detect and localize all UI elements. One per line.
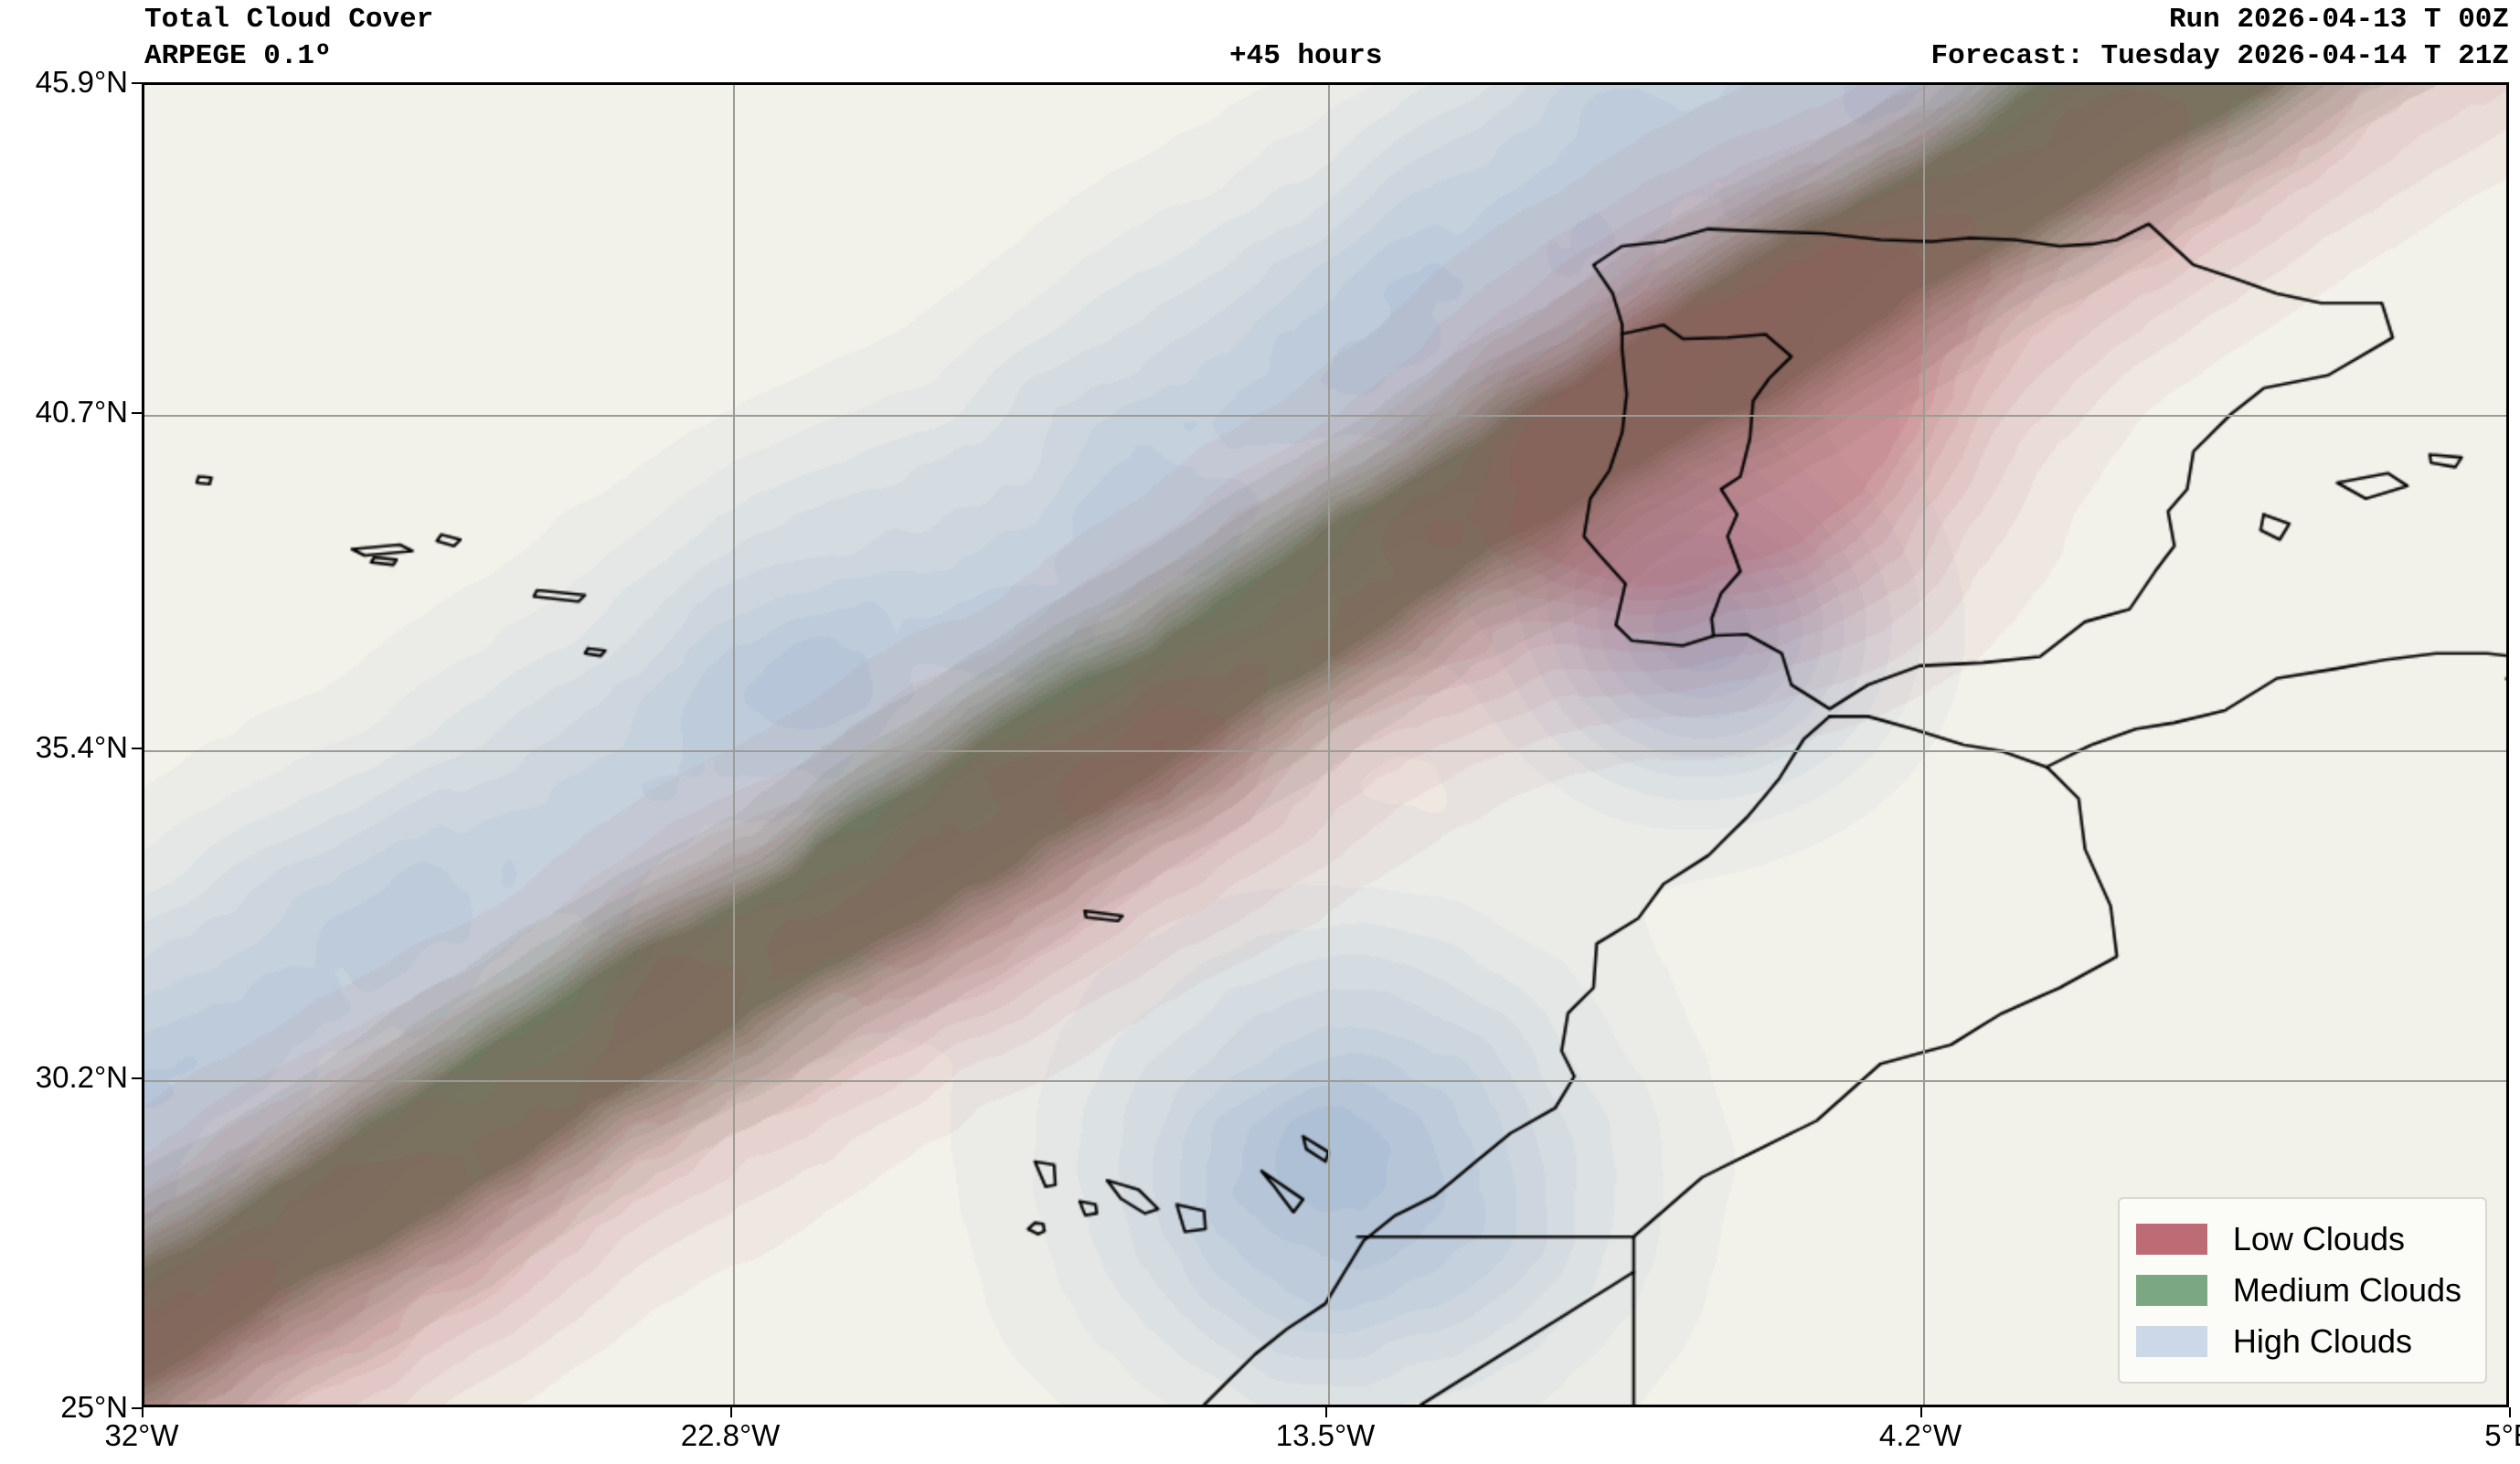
legend-label: Medium Clouds: [2232, 1271, 2462, 1309]
y-tick-mark: [132, 411, 142, 414]
x-tick-mark: [730, 1407, 732, 1417]
x-tick-label: 13.5°W: [1275, 1418, 1376, 1452]
legend-swatch: [2135, 1224, 2207, 1255]
y-tick-label: 30.2°N: [35, 1060, 128, 1095]
x-tick-label: 4.2°W: [1878, 1418, 1962, 1452]
y-tick-mark: [132, 748, 142, 750]
x-tick-mark: [1920, 1407, 1922, 1417]
y-tick-label: 40.7°N: [35, 394, 128, 429]
y-tick-label: 45.9°N: [35, 65, 128, 99]
y-tick-mark: [132, 1407, 142, 1409]
x-tick-label: 5°E: [2484, 1418, 2520, 1452]
model-label: ARPEGE 0.1º: [144, 40, 332, 72]
x-tick-mark: [1325, 1407, 1327, 1417]
y-tick-mark: [132, 82, 142, 84]
legend-label: Low Clouds: [2232, 1220, 2405, 1257]
map-canvas: [144, 85, 2506, 1405]
y-tick-label: 35.4°N: [35, 730, 128, 765]
forecast-timestamp-label: Forecast: Tuesday 2026-04-14 T 21Z: [1930, 40, 2509, 72]
legend-swatch: [2135, 1326, 2207, 1357]
y-tick-mark: [132, 1077, 142, 1080]
map-plot-area: Low Clouds Medium Clouds High Clouds: [142, 82, 2509, 1407]
legend-swatch: [2135, 1275, 2207, 1306]
plot-frame: [142, 82, 2509, 1407]
x-tick-mark: [2509, 1407, 2511, 1417]
chart-header: Total Cloud Cover ARPEGE 0.1º +45 hours …: [0, 0, 2520, 82]
legend: Low Clouds Medium Clouds High Clouds: [2117, 1197, 2487, 1384]
cloud-cover-raster: [144, 85, 2506, 1405]
x-tick-label: 22.8°W: [680, 1418, 781, 1452]
legend-row: High Clouds: [2135, 1316, 2462, 1367]
legend-label: High Clouds: [2232, 1322, 2412, 1360]
x-tick-label: 32°W: [104, 1418, 179, 1452]
legend-row: Medium Clouds: [2135, 1265, 2462, 1316]
lead-time-label: +45 hours: [1229, 40, 1383, 72]
y-tick-label: 25°N: [60, 1390, 128, 1424]
x-tick-mark: [142, 1407, 144, 1417]
page-title: Total Cloud Cover: [144, 4, 434, 36]
legend-row: Low Clouds: [2135, 1214, 2462, 1265]
run-timestamp-label: Run 2026-04-13 T 00Z: [2168, 4, 2509, 36]
